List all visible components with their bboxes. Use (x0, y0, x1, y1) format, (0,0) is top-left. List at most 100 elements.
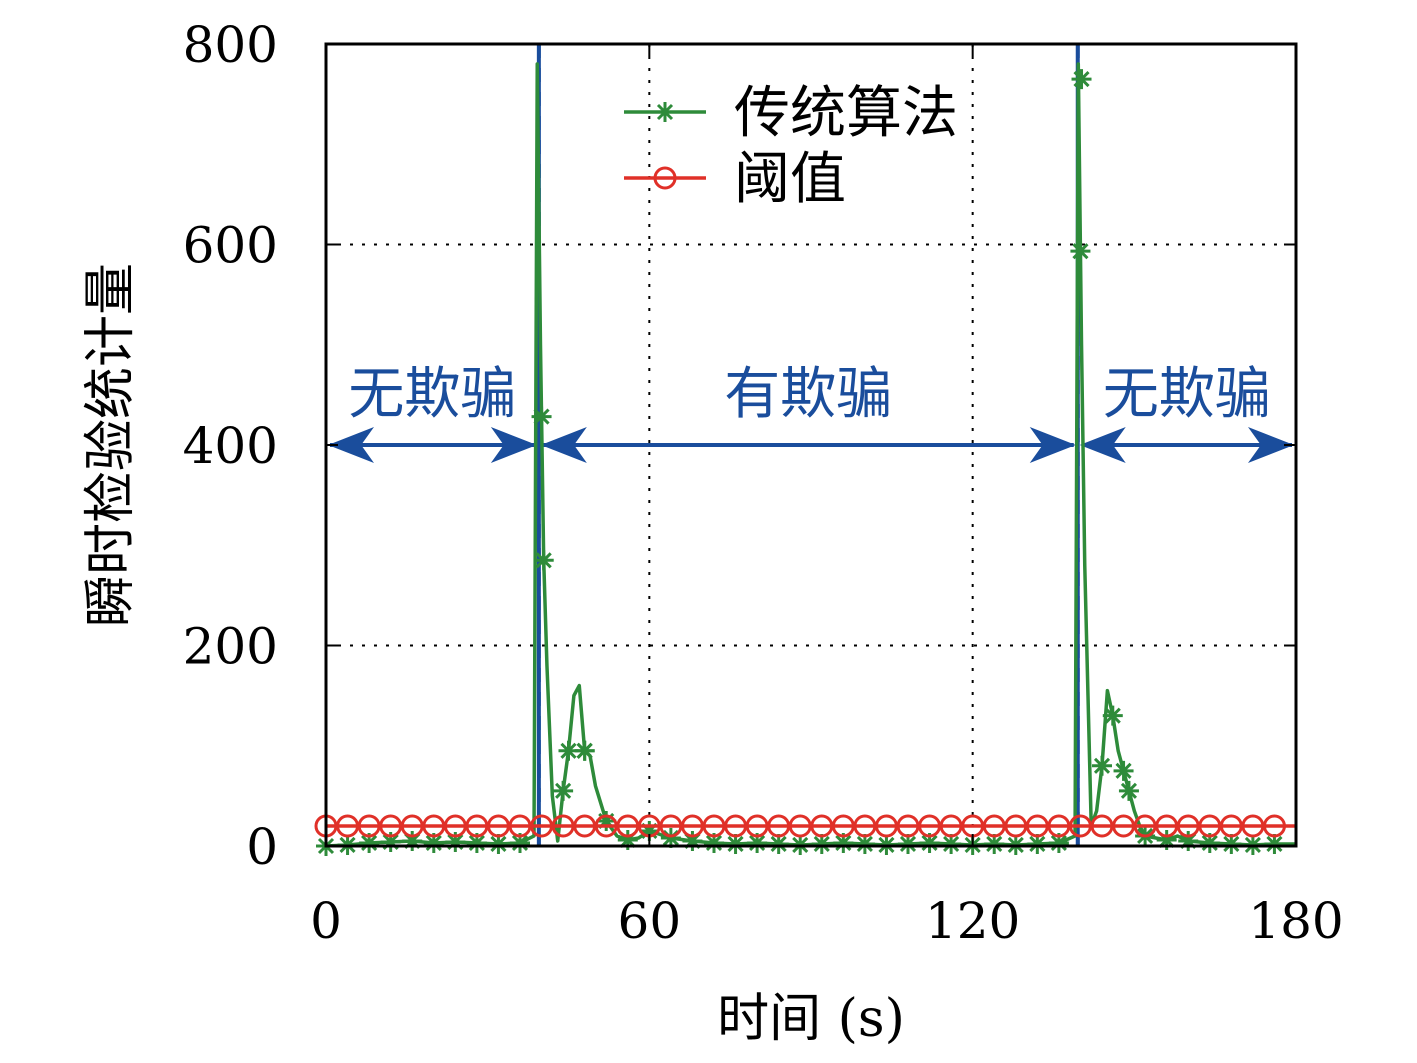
region-label: 无欺骗 (348, 362, 516, 427)
data-point (811, 833, 832, 854)
data-point (574, 740, 595, 761)
data-point (1118, 780, 1139, 801)
data-point (573, 814, 597, 838)
data-point (1133, 814, 1157, 838)
data-point (1004, 814, 1028, 838)
data-point (1102, 705, 1123, 726)
y-tick-label: 0 (246, 818, 278, 876)
data-point (486, 814, 510, 838)
region-label: 无欺骗 (1103, 362, 1271, 427)
data-point (1155, 814, 1179, 838)
data-point (680, 814, 704, 838)
data-point (422, 814, 446, 838)
data-point (1221, 833, 1242, 854)
data-point (1262, 814, 1286, 838)
data-point (1176, 814, 1200, 838)
data-point (510, 832, 530, 853)
data-point (653, 166, 677, 190)
region-arrowhead (1248, 427, 1294, 463)
data-point (466, 832, 487, 853)
data-point (594, 814, 618, 838)
data-point (982, 814, 1006, 838)
data-point (596, 810, 617, 831)
data-point (1198, 814, 1222, 838)
data-point (616, 814, 640, 838)
data-point (854, 833, 875, 854)
data-point (1070, 241, 1091, 262)
x-tick-label: 120 (925, 892, 1020, 950)
data-point (659, 814, 683, 838)
data-point (488, 833, 509, 854)
y-tick-label: 400 (183, 417, 278, 475)
data-point (531, 406, 552, 427)
legend-item-2: 阈值 (624, 147, 846, 212)
data-point (1068, 814, 1092, 838)
data-point (747, 832, 768, 853)
data-point (1048, 832, 1069, 853)
tick-labels: 0 60 120 180 0 200 400 600 800 (183, 16, 1344, 950)
data-point (939, 814, 963, 838)
data-point (682, 830, 703, 851)
data-point (767, 814, 791, 838)
data-point (379, 814, 403, 838)
data-point (788, 814, 812, 838)
data-point (660, 827, 681, 848)
x-tick-label: 60 (618, 892, 682, 950)
data-point (1156, 829, 1177, 850)
data-point (1071, 69, 1092, 90)
data-point (724, 814, 748, 838)
y-tick-label: 800 (183, 16, 278, 74)
data-point (725, 833, 746, 854)
region-arrowhead (1079, 427, 1126, 463)
data-point (704, 832, 724, 853)
data-point (1047, 814, 1071, 838)
region-label: 有欺骗 (724, 362, 892, 427)
data-point (941, 833, 962, 854)
x-tick-label: 0 (310, 892, 342, 950)
data-point (853, 814, 877, 838)
data-point (553, 780, 574, 801)
data-point (336, 814, 360, 838)
data-point (1199, 832, 1220, 853)
data-point (702, 814, 726, 838)
data-point (423, 832, 444, 853)
data-point (1090, 814, 1114, 838)
data-point (919, 832, 940, 853)
data-point (896, 814, 920, 838)
region-arrowhead (540, 427, 587, 463)
y-tick-label: 200 (183, 618, 278, 676)
data-point (443, 814, 467, 838)
data-point (508, 814, 532, 838)
data-point (898, 833, 918, 854)
y-tick-label: 600 (183, 217, 278, 275)
data-point (655, 102, 675, 122)
data-point (984, 833, 1005, 854)
data-point (551, 814, 575, 838)
data-point (1241, 814, 1265, 838)
data-point (918, 814, 942, 838)
y-axis-title: 瞬时检验统计量 (81, 263, 141, 627)
data-point (533, 550, 554, 571)
data-point (357, 814, 381, 838)
x-tick-label: 180 (1248, 892, 1343, 950)
data-point (768, 833, 789, 854)
data-point (831, 814, 855, 838)
data-point (745, 814, 769, 838)
data-point (402, 830, 423, 851)
data-point (617, 829, 638, 850)
data-point (1264, 833, 1285, 854)
region-arrowhead (1029, 427, 1076, 463)
data-point (530, 814, 554, 838)
data-point (639, 820, 660, 841)
data-point (445, 831, 466, 852)
data-point (1219, 814, 1243, 838)
data-point (380, 831, 401, 852)
data-point (810, 814, 834, 838)
data-point (400, 814, 424, 838)
legend-label: 传统算法 (734, 81, 958, 146)
data-point (465, 814, 489, 838)
series-layer (314, 62, 1296, 856)
legend-label: 阈值 (734, 147, 846, 212)
